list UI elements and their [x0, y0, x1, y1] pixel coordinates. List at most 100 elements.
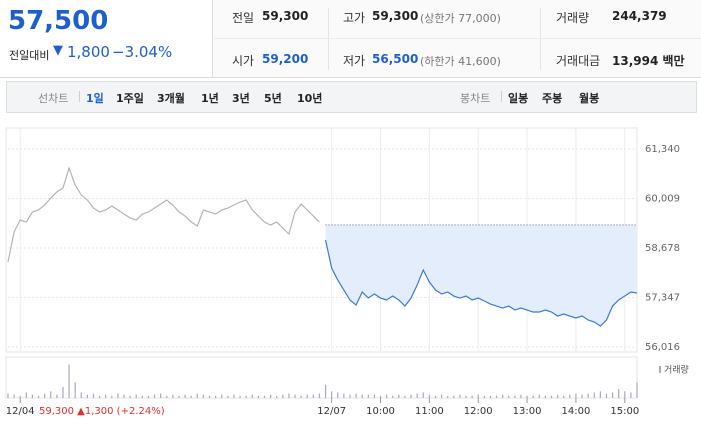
stat-value: 59,300 [262, 9, 309, 23]
down-arrow: ▼ [53, 43, 63, 58]
price-line [7, 166, 320, 263]
volume-bar [37, 395, 40, 398]
volume-bar [324, 384, 327, 398]
legend-swatch [659, 366, 661, 373]
volume-bar [575, 393, 577, 398]
x-tick-label: 12/04 [6, 406, 35, 417]
volume-bar [489, 395, 492, 398]
stat-value: 56,500 [372, 52, 419, 66]
volume-bar [520, 394, 522, 398]
candle-tab[interactable]: 일봉 [508, 92, 529, 105]
volume-bar [141, 395, 143, 398]
volume-bar [202, 394, 205, 398]
volume-bar [178, 395, 180, 398]
volume-bar [331, 391, 333, 398]
volume-bar [62, 386, 64, 398]
volume-bar [544, 395, 546, 398]
y-tick-label: 60,009 [645, 194, 680, 205]
volume-bar [288, 393, 290, 398]
volume-bar [318, 393, 321, 398]
volume-bar [269, 394, 272, 398]
chart-tabs: 선차트 1일 1주일 3개월 1년 3년 5년 10년 봉차트 일봉 주봉 월봉 [6, 81, 697, 113]
candle-tab[interactable]: 주봉 [542, 92, 563, 105]
x-tick-label: 11:00 [415, 406, 444, 417]
period-tab[interactable]: 1년 [201, 92, 219, 105]
volume-bar [105, 394, 107, 398]
volume-bar [135, 394, 137, 398]
volume-bar [495, 395, 498, 398]
volume-bar [624, 391, 626, 398]
volume-bar [526, 395, 528, 398]
period-tab[interactable]: 1일 [86, 92, 104, 105]
volume-bar [618, 389, 620, 398]
volume-bar [471, 395, 473, 398]
legend-label: 거래량 [664, 364, 689, 376]
divider [79, 91, 80, 102]
volume-bar [636, 382, 638, 398]
divider [214, 38, 701, 39]
volume-bar [92, 393, 95, 398]
line-chart-label: 선차트 [38, 92, 69, 105]
volume-bar [587, 393, 589, 398]
period-tab[interactable]: 3개월 [157, 92, 185, 105]
volume-bar [447, 395, 449, 398]
volume-bar [99, 395, 101, 398]
volume-bar [282, 394, 284, 398]
period-tab[interactable]: 5년 [264, 92, 282, 105]
stat-label: 전일 [232, 11, 255, 25]
volume-bar [355, 393, 357, 398]
volume-bar [410, 394, 412, 398]
price-box: 57,500 전일대비 ▼ 1,800 −3.04% [0, 0, 213, 77]
y-tick-label: 57,347 [645, 293, 680, 304]
volume-bar [74, 382, 76, 398]
volume-bar [605, 393, 608, 398]
volume-bar [440, 394, 443, 398]
volume-bar [459, 394, 461, 398]
volume-bar [422, 392, 424, 398]
volume-bar [514, 395, 516, 398]
change-amount: 1,800 [67, 43, 110, 61]
change-rate: −3.04% [112, 43, 173, 61]
volume-bar [538, 394, 540, 398]
volume-bar [337, 392, 339, 398]
candle-chart-label: 봉차트 [460, 92, 491, 105]
volume-bar [581, 394, 583, 398]
volume-bar [56, 394, 58, 398]
x-tick-label: 12:00 [464, 406, 493, 417]
volume-bar [276, 395, 278, 398]
volume-bar [349, 394, 351, 398]
volume-bar [428, 394, 430, 398]
period-tab[interactable]: 1주일 [116, 92, 144, 105]
period-tab[interactable]: 3년 [232, 92, 250, 105]
volume-bar [184, 394, 186, 398]
volume-bar [550, 395, 553, 398]
volume-bar [215, 395, 217, 398]
volume-bar [50, 391, 52, 398]
change-label: 전일대비 [9, 49, 50, 62]
volume-bar [263, 395, 266, 398]
volume-bar [86, 394, 88, 398]
divider [540, 8, 541, 70]
stat-value: 59,200 [262, 52, 309, 66]
annotation: 59,300 ▲1,300 (+2.24%) [39, 406, 165, 417]
volume-bar [80, 392, 82, 398]
volume-bar [392, 395, 394, 398]
y-tick-label: 56,016 [645, 342, 680, 353]
quote-header: 57,500 전일대비 ▼ 1,800 −3.04% 전일 59,300 고가 … [0, 0, 701, 78]
period-tab[interactable]: 10년 [297, 92, 323, 105]
volume-bar [31, 394, 34, 398]
stat-value: 13,994 백만 [612, 54, 685, 68]
stat-note: (하한가 41,600) [420, 55, 501, 68]
candle-tab[interactable]: 월봉 [579, 92, 600, 105]
volume-bar [465, 395, 467, 398]
volume-bar [68, 364, 70, 398]
volume-bar [483, 395, 485, 398]
x-tick-label: 15:00 [610, 406, 639, 417]
stat-label: 거래량 [556, 11, 590, 25]
divider [328, 8, 329, 70]
volume-bar [300, 395, 302, 398]
volume-bar [245, 395, 247, 398]
stat-label: 고가 [343, 11, 366, 25]
